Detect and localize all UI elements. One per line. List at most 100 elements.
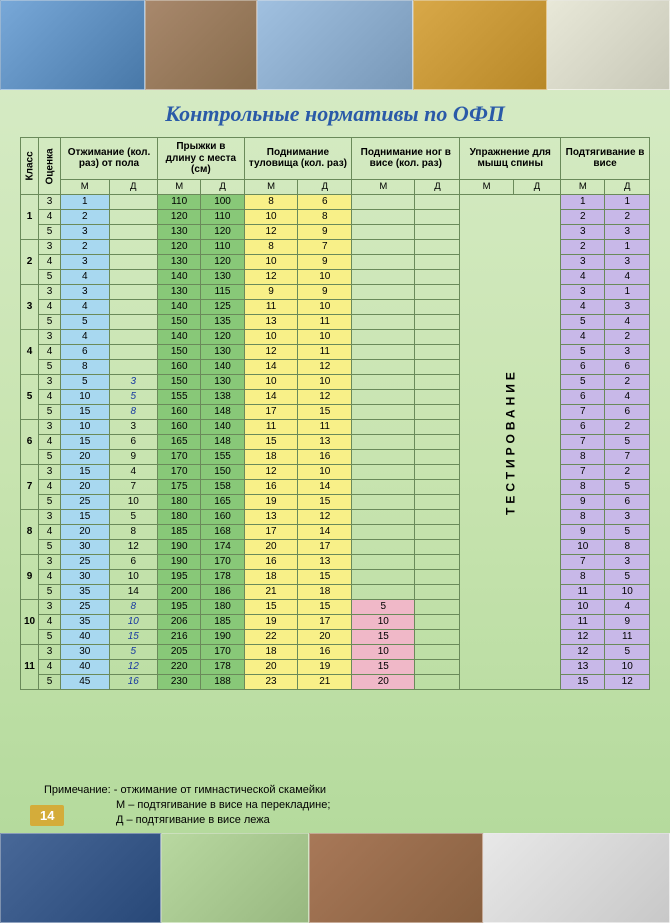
cell: 11 bbox=[298, 344, 352, 359]
cell bbox=[415, 254, 460, 269]
cell bbox=[352, 449, 415, 464]
cell: 17 bbox=[298, 539, 352, 554]
cell: 130 bbox=[201, 344, 244, 359]
cell: 8 bbox=[298, 209, 352, 224]
cell: 40 bbox=[61, 659, 110, 674]
cell: 7 bbox=[561, 554, 605, 569]
top-photo-strip bbox=[0, 0, 670, 90]
cell bbox=[415, 554, 460, 569]
cell bbox=[415, 209, 460, 224]
cell: 5 bbox=[352, 599, 415, 614]
cell: 2 bbox=[61, 209, 110, 224]
cell: 8 bbox=[244, 194, 298, 209]
cell: 6 bbox=[561, 359, 605, 374]
cell: 10 bbox=[561, 539, 605, 554]
cell: 12 bbox=[605, 674, 650, 689]
cell: 15 bbox=[298, 494, 352, 509]
standards-table-wrap: Класс Оценка Отжимание (кол. раз) от пол… bbox=[20, 137, 650, 777]
cell: 20 bbox=[61, 479, 110, 494]
cell: 10 bbox=[109, 569, 158, 584]
standards-table: Класс Оценка Отжимание (кол. раз) от пол… bbox=[20, 137, 650, 690]
cell: 5 bbox=[605, 569, 650, 584]
col-ex6: Подтягивание в висе bbox=[561, 138, 650, 180]
note-line: М – подтягивание в висе на перекладине; bbox=[44, 798, 646, 813]
cell: 2 bbox=[561, 209, 605, 224]
cell: 10 bbox=[61, 389, 110, 404]
cell: 5 bbox=[39, 584, 61, 599]
cell: 2 bbox=[561, 239, 605, 254]
cell bbox=[109, 314, 158, 329]
cell: 5 bbox=[605, 524, 650, 539]
photo bbox=[0, 833, 161, 923]
cell: 3 bbox=[109, 419, 158, 434]
photo bbox=[547, 0, 670, 90]
cell: 11 bbox=[561, 584, 605, 599]
cell: 170 bbox=[201, 644, 244, 659]
cell bbox=[415, 539, 460, 554]
cell: 1 bbox=[605, 194, 650, 209]
cell: 160 bbox=[158, 419, 201, 434]
cell: 10 bbox=[244, 209, 298, 224]
cell: 5 bbox=[605, 644, 650, 659]
cell: 10 bbox=[109, 494, 158, 509]
cell: 4 bbox=[39, 479, 61, 494]
cell: 230 bbox=[158, 674, 201, 689]
cell: 20 bbox=[244, 659, 298, 674]
sub-d: Д bbox=[109, 179, 158, 194]
cell: 15 bbox=[61, 464, 110, 479]
cell bbox=[415, 269, 460, 284]
cell: 130 bbox=[201, 374, 244, 389]
cell: 140 bbox=[158, 269, 201, 284]
cell: 16 bbox=[244, 479, 298, 494]
cell bbox=[352, 509, 415, 524]
cell: 9 bbox=[244, 284, 298, 299]
cell: 5 bbox=[39, 674, 61, 689]
cell bbox=[352, 524, 415, 539]
cell bbox=[415, 194, 460, 209]
sub-d: Д bbox=[201, 179, 244, 194]
cell: 6 bbox=[605, 404, 650, 419]
cell: 12 bbox=[244, 269, 298, 284]
cell: 12 bbox=[244, 224, 298, 239]
cell: 120 bbox=[201, 329, 244, 344]
cell: 10 bbox=[109, 614, 158, 629]
cell: 3 bbox=[39, 194, 61, 209]
cell bbox=[415, 404, 460, 419]
cell bbox=[415, 509, 460, 524]
page-title: Контрольные нормативы по ОФП bbox=[20, 95, 650, 137]
cell: 1 bbox=[61, 194, 110, 209]
cell: 5 bbox=[109, 644, 158, 659]
cell: 8 bbox=[605, 539, 650, 554]
cell: 4 bbox=[61, 329, 110, 344]
cell: 20 bbox=[61, 449, 110, 464]
cell: 175 bbox=[158, 479, 201, 494]
cell: 10 bbox=[298, 329, 352, 344]
cell: 15 bbox=[109, 629, 158, 644]
cell: 9 bbox=[298, 284, 352, 299]
cell: 5 bbox=[605, 434, 650, 449]
cell bbox=[415, 599, 460, 614]
cell: 15 bbox=[298, 599, 352, 614]
cell: 25 bbox=[61, 494, 110, 509]
sub-m: М bbox=[352, 179, 415, 194]
cell: 155 bbox=[201, 449, 244, 464]
cell: 125 bbox=[201, 299, 244, 314]
cell: 150 bbox=[158, 374, 201, 389]
page-number: 14 bbox=[30, 805, 64, 826]
cell bbox=[109, 359, 158, 374]
cell-class: 2 bbox=[21, 239, 39, 284]
cell bbox=[352, 314, 415, 329]
cell: 13 bbox=[298, 434, 352, 449]
cell: 140 bbox=[158, 299, 201, 314]
cell: 16 bbox=[244, 554, 298, 569]
note-line: Д – подтягивание в висе лежа bbox=[44, 813, 646, 828]
cell bbox=[415, 344, 460, 359]
cell: 5 bbox=[61, 314, 110, 329]
cell: 135 bbox=[201, 314, 244, 329]
cell: 4 bbox=[605, 389, 650, 404]
sub-d: Д bbox=[415, 179, 460, 194]
cell: 9 bbox=[109, 449, 158, 464]
sub-m: М bbox=[158, 179, 201, 194]
cell bbox=[352, 359, 415, 374]
cell bbox=[415, 614, 460, 629]
